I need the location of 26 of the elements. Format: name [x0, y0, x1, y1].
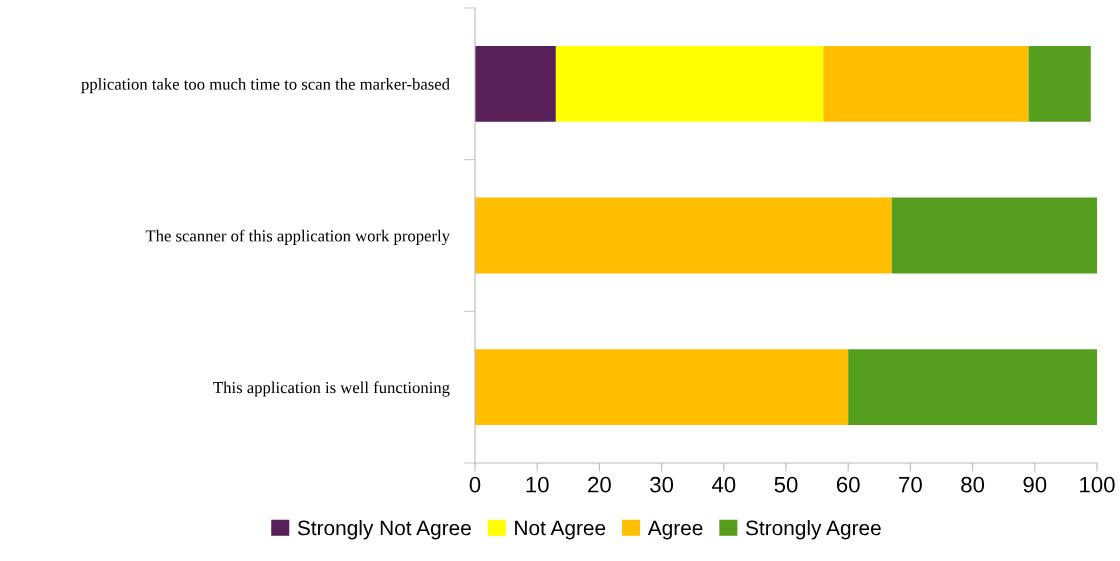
x-tick-label: 100 — [1080, 476, 1115, 493]
x-tick-label: 0 — [469, 476, 481, 493]
legend-label: Strongly Not Agree — [297, 520, 471, 540]
bar — [823, 45, 1029, 122]
bar — [1028, 45, 1091, 122]
x-tick-label: 10 — [526, 476, 549, 493]
bar — [475, 45, 556, 122]
x-tick-label: 20 — [588, 476, 611, 493]
x-tick-label: 80 — [961, 476, 985, 493]
y-tick-label: pplication take too much time to scan the marker-based — [81, 78, 450, 94]
bar — [475, 197, 892, 274]
legend-label: Agree — [647, 520, 703, 540]
y-tick-label: This application is well functioning — [213, 381, 450, 397]
bar — [475, 349, 849, 426]
x-tick-label: 50 — [774, 476, 798, 493]
x-tick-label: 40 — [711, 476, 736, 493]
bar — [555, 45, 824, 122]
legend-label: Not Agree — [515, 520, 606, 540]
x-tick-label: 70 — [899, 476, 922, 493]
y-tick-label: The scanner of this application work properly — [145, 229, 450, 245]
x-tick-label: 60 — [836, 476, 860, 493]
legend-label: Strongly Agree — [745, 520, 881, 540]
bar — [891, 197, 1097, 274]
x-tick-label: 90 — [1023, 476, 1047, 493]
x-tick-label: 30 — [650, 476, 674, 493]
bar — [848, 349, 1097, 426]
